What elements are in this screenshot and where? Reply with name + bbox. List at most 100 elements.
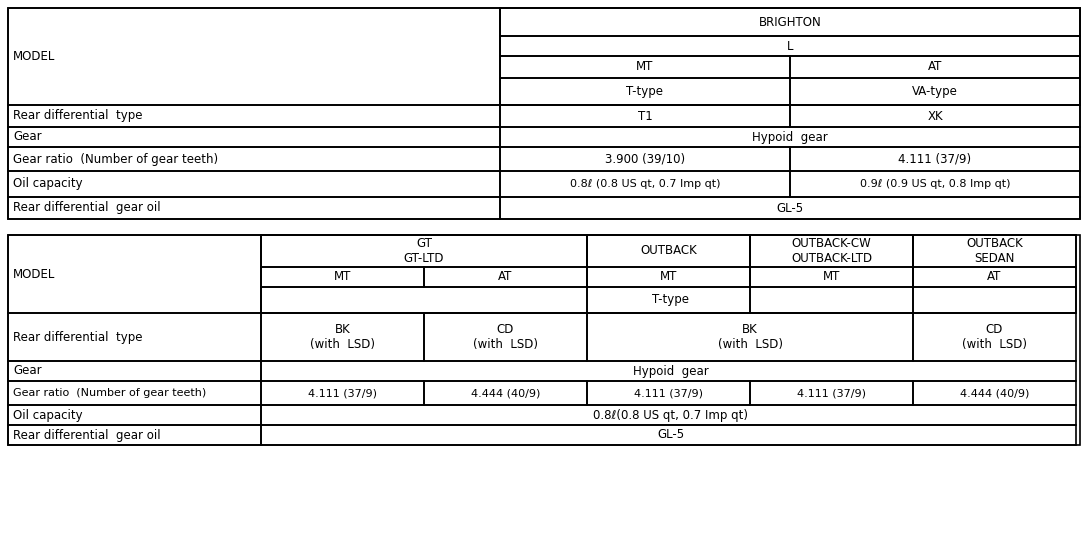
Text: MODEL: MODEL: [13, 50, 55, 63]
Text: BK
(with  LSD): BK (with LSD): [310, 323, 375, 351]
Bar: [424, 313, 588, 361]
Bar: [8, 381, 261, 405]
Text: CD
(with  LSD): CD (with LSD): [473, 323, 537, 351]
Text: 4.111 (37/9): 4.111 (37/9): [798, 388, 866, 398]
Text: Oil capacity: Oil capacity: [13, 408, 83, 422]
Bar: [261, 425, 1076, 445]
Bar: [588, 235, 750, 267]
Bar: [500, 8, 1080, 105]
Text: 4.111 (37/9): 4.111 (37/9): [308, 388, 378, 398]
Text: GT
GT-LTD: GT GT-LTD: [404, 237, 444, 265]
Bar: [8, 235, 261, 313]
Bar: [261, 381, 424, 405]
Bar: [424, 381, 588, 405]
Bar: [261, 361, 1076, 381]
Text: BK
(with  LSD): BK (with LSD): [717, 323, 782, 351]
Bar: [588, 267, 750, 287]
Text: L: L: [787, 39, 793, 52]
Bar: [750, 381, 913, 405]
Text: Rear differential  type: Rear differential type: [13, 330, 143, 343]
Bar: [913, 313, 1076, 361]
Bar: [8, 147, 500, 171]
Text: Hypoid  gear: Hypoid gear: [632, 364, 708, 377]
Bar: [8, 8, 500, 105]
Text: 4.111 (37/9): 4.111 (37/9): [634, 388, 703, 398]
Text: Oil capacity: Oil capacity: [13, 178, 83, 191]
Text: MODEL: MODEL: [13, 267, 55, 280]
Text: T-type: T-type: [627, 85, 664, 98]
Bar: [500, 36, 1080, 56]
Bar: [261, 313, 424, 361]
Text: 0.8ℓ(0.8 US qt, 0.7 Imp qt): 0.8ℓ(0.8 US qt, 0.7 Imp qt): [593, 408, 749, 422]
Bar: [790, 171, 1080, 197]
Bar: [500, 197, 1080, 219]
Bar: [8, 361, 261, 381]
Bar: [8, 313, 261, 361]
Text: AT: AT: [987, 271, 1002, 284]
Text: Hypoid  gear: Hypoid gear: [752, 131, 828, 144]
Text: Rear differential  gear oil: Rear differential gear oil: [13, 429, 161, 442]
Bar: [500, 78, 790, 105]
Bar: [790, 78, 1080, 105]
Text: CD
(with  LSD): CD (with LSD): [962, 323, 1027, 351]
Bar: [790, 147, 1080, 171]
Bar: [8, 105, 500, 127]
Bar: [8, 197, 500, 219]
Bar: [8, 425, 261, 445]
Text: GL-5: GL-5: [777, 201, 804, 214]
Text: 4.444 (40/9): 4.444 (40/9): [471, 388, 540, 398]
Text: Gear ratio  (Number of gear teeth): Gear ratio (Number of gear teeth): [13, 388, 207, 398]
Bar: [8, 127, 500, 147]
Bar: [8, 235, 1080, 445]
Text: MT: MT: [823, 271, 840, 284]
Text: 0.9ℓ (0.9 US qt, 0.8 Imp qt): 0.9ℓ (0.9 US qt, 0.8 Imp qt): [860, 179, 1011, 189]
Bar: [790, 105, 1080, 127]
Bar: [261, 235, 588, 267]
Bar: [750, 267, 913, 287]
Bar: [500, 105, 790, 127]
Text: 4.444 (40/9): 4.444 (40/9): [960, 388, 1029, 398]
Bar: [500, 171, 790, 197]
Text: AT: AT: [928, 60, 942, 73]
Bar: [261, 405, 1076, 425]
Text: 0.8ℓ (0.8 US qt, 0.7 Imp qt): 0.8ℓ (0.8 US qt, 0.7 Imp qt): [570, 179, 720, 189]
Bar: [261, 267, 424, 287]
Text: 4.111 (37/9): 4.111 (37/9): [899, 152, 972, 165]
Bar: [588, 313, 913, 361]
Bar: [790, 56, 1080, 78]
Bar: [500, 56, 790, 78]
Text: OUTBACK: OUTBACK: [640, 245, 697, 258]
Bar: [8, 405, 261, 425]
Bar: [913, 235, 1076, 267]
Text: 3.900 (39/10): 3.900 (39/10): [605, 152, 685, 165]
Text: Rear differential  gear oil: Rear differential gear oil: [13, 201, 161, 214]
Bar: [913, 267, 1076, 287]
Bar: [913, 381, 1076, 405]
Bar: [588, 381, 750, 405]
Bar: [500, 8, 1080, 36]
Bar: [750, 235, 913, 267]
Text: Gear: Gear: [13, 131, 41, 144]
Text: BRIGHTON: BRIGHTON: [758, 16, 821, 29]
Bar: [750, 235, 913, 313]
Bar: [8, 8, 1080, 219]
Text: GL-5: GL-5: [657, 429, 684, 442]
Text: T1: T1: [638, 110, 653, 123]
Text: Gear ratio  (Number of gear teeth): Gear ratio (Number of gear teeth): [13, 152, 218, 165]
Text: MT: MT: [659, 271, 677, 284]
Text: XK: XK: [927, 110, 943, 123]
Bar: [261, 287, 1076, 313]
Text: MT: MT: [334, 271, 351, 284]
Text: Gear: Gear: [13, 364, 41, 377]
Bar: [424, 267, 588, 287]
Bar: [500, 127, 1080, 147]
Bar: [261, 235, 588, 313]
Bar: [500, 147, 790, 171]
Text: T-type: T-type: [652, 294, 689, 307]
Text: OUTBACK
SEDAN: OUTBACK SEDAN: [966, 237, 1023, 265]
Text: AT: AT: [498, 271, 512, 284]
Text: Rear differential  type: Rear differential type: [13, 110, 143, 123]
Text: MT: MT: [636, 60, 654, 73]
Text: VA-type: VA-type: [912, 85, 957, 98]
Bar: [8, 171, 500, 197]
